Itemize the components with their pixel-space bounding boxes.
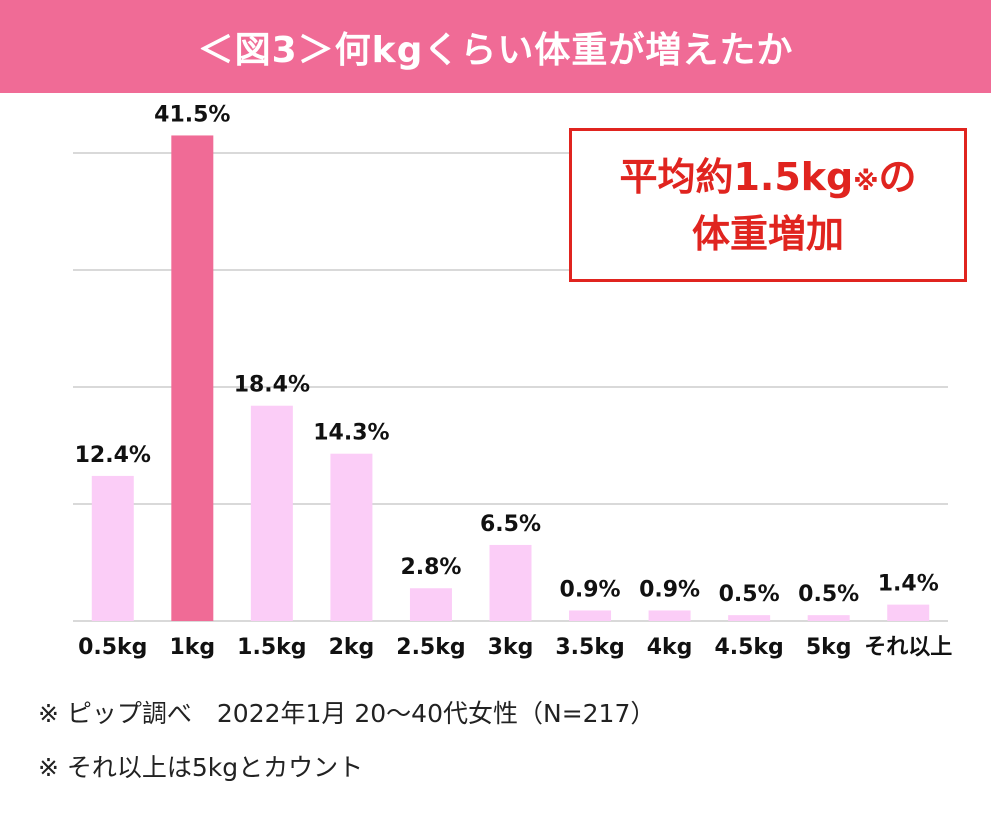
data-label: 0.5%	[798, 582, 859, 607]
bar-0	[91, 475, 134, 621]
x-tick-label: 3kg	[488, 635, 534, 660]
x-tick-label: 2.5kg	[396, 635, 465, 660]
x-tick-label: 1kg	[169, 635, 215, 660]
callout-line-1: 平均約1.5kg※の	[619, 151, 916, 208]
data-label: 18.4%	[234, 373, 310, 398]
bar-5	[489, 544, 532, 621]
data-label: 41.5%	[154, 102, 230, 127]
x-tick-label: それ以上	[864, 635, 952, 660]
callout-footnote-mark: ※	[853, 166, 879, 197]
data-label: 0.5%	[719, 582, 780, 607]
data-label: 2.8%	[400, 555, 461, 580]
x-tick-label: 4.5kg	[714, 635, 783, 660]
data-label: 0.9%	[560, 577, 621, 602]
x-tick-label: 4kg	[647, 635, 693, 660]
x-tick-label: 0.5kg	[78, 635, 147, 660]
footnote-note: ※ それ以上は5kgとカウント	[38, 753, 364, 782]
x-tick-label: 5kg	[806, 635, 852, 660]
data-label: 12.4%	[75, 443, 151, 468]
bar-4	[409, 588, 452, 621]
x-tick-label: 1.5kg	[237, 635, 306, 660]
callout-line-2: 体重増加	[691, 211, 844, 256]
average-callout: 平均約1.5kg※の 体重増加	[569, 128, 967, 282]
data-label: 6.5%	[480, 512, 541, 537]
data-label: 1.4%	[878, 572, 939, 597]
callout-tail-text: の	[878, 154, 917, 199]
bar-8	[728, 615, 771, 621]
bar-6	[569, 610, 612, 621]
bar-chart: 12.4% 0.5kg 41.5% 1kg 18.4% 1.5kg 14.3% 2kg 2.8%…	[73, 102, 952, 660]
bar-3	[330, 453, 373, 621]
bar-10	[887, 604, 930, 621]
bar-7	[648, 610, 691, 621]
data-label: 14.3%	[313, 421, 389, 446]
x-tick-label: 2kg	[329, 635, 375, 660]
data-label: 0.9%	[639, 577, 700, 602]
footnote-source: ※ ピップ調べ 2022年1月 20〜40代女性（N=217）	[38, 699, 656, 728]
chart-title: ＜図3＞何kgくらい体重が増えたか	[0, 0, 991, 93]
callout-main-text: 平均約1.5kg	[619, 154, 854, 199]
x-tick-label: 3.5kg	[555, 635, 624, 660]
bar-1	[171, 135, 214, 621]
bar-2	[250, 405, 293, 621]
bar-9	[807, 615, 850, 621]
